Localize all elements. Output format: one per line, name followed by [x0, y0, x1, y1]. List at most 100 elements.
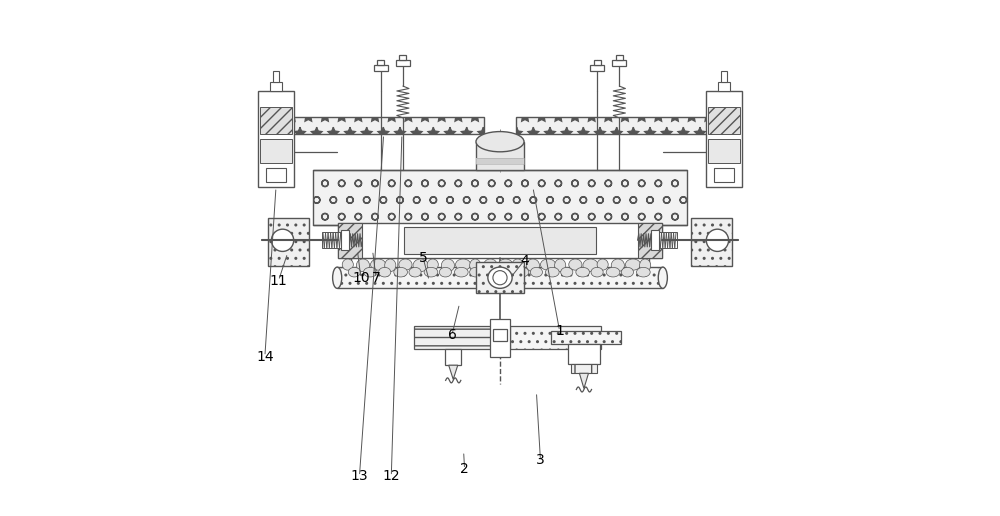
Circle shape [271, 229, 294, 251]
Ellipse shape [611, 259, 624, 271]
Bar [708, 107, 740, 134]
Bar [396, 60, 410, 66]
Ellipse shape [413, 259, 428, 271]
Bar [706, 91, 742, 187]
Bar [341, 230, 349, 250]
Ellipse shape [399, 259, 412, 270]
Ellipse shape [363, 267, 377, 277]
Bar [714, 168, 734, 182]
Bar [260, 107, 292, 134]
Bar [718, 82, 730, 91]
Bar [721, 71, 727, 82]
Bar [337, 267, 663, 288]
Circle shape [706, 229, 729, 251]
Bar [374, 66, 388, 71]
Bar [266, 168, 286, 182]
Bar [590, 66, 604, 71]
Bar [338, 222, 362, 258]
Ellipse shape [583, 259, 598, 271]
Text: 14: 14 [256, 350, 274, 364]
Bar [445, 349, 461, 365]
Ellipse shape [658, 267, 667, 288]
Polygon shape [449, 365, 458, 379]
Bar [490, 319, 510, 357]
Ellipse shape [498, 259, 513, 271]
Bar [270, 82, 282, 91]
Ellipse shape [637, 267, 650, 277]
Ellipse shape [526, 259, 539, 271]
Text: 12: 12 [382, 470, 400, 483]
Ellipse shape [555, 259, 566, 271]
Text: 1: 1 [555, 325, 564, 338]
Ellipse shape [591, 267, 603, 277]
Text: 5: 5 [419, 251, 428, 265]
Bar [691, 218, 732, 266]
Ellipse shape [470, 267, 482, 277]
Ellipse shape [546, 267, 559, 277]
Ellipse shape [454, 267, 468, 277]
Bar [399, 55, 406, 60]
Ellipse shape [485, 267, 498, 277]
Ellipse shape [512, 259, 523, 270]
Ellipse shape [530, 267, 542, 277]
Text: 4: 4 [520, 253, 529, 267]
Ellipse shape [348, 267, 360, 277]
Ellipse shape [515, 267, 529, 277]
Bar [313, 169, 687, 225]
Text: 2: 2 [460, 462, 469, 476]
Bar [258, 91, 294, 187]
Ellipse shape [597, 259, 608, 270]
Bar [260, 139, 292, 163]
Bar [708, 139, 740, 163]
Bar [612, 60, 626, 66]
Text: 7: 7 [372, 271, 380, 285]
Bar [476, 158, 524, 165]
Ellipse shape [333, 267, 342, 288]
Ellipse shape [621, 267, 633, 277]
Ellipse shape [441, 259, 454, 271]
Ellipse shape [427, 259, 438, 270]
Bar [651, 230, 659, 250]
Bar [638, 222, 662, 258]
Ellipse shape [342, 259, 353, 270]
Ellipse shape [540, 259, 556, 270]
Ellipse shape [625, 259, 641, 270]
Bar [571, 364, 597, 373]
Text: 11: 11 [270, 274, 287, 288]
Text: 3: 3 [536, 453, 545, 467]
Bar [616, 55, 623, 60]
Ellipse shape [606, 267, 620, 277]
Ellipse shape [456, 259, 471, 270]
Circle shape [493, 271, 507, 285]
Ellipse shape [569, 259, 582, 270]
Bar [476, 142, 524, 169]
Ellipse shape [576, 267, 590, 277]
Bar [377, 60, 384, 66]
Ellipse shape [371, 259, 386, 270]
Ellipse shape [385, 259, 396, 271]
Bar [404, 227, 596, 254]
Ellipse shape [484, 259, 497, 270]
Bar [292, 118, 484, 134]
Ellipse shape [640, 259, 651, 271]
Ellipse shape [561, 267, 573, 277]
Ellipse shape [439, 267, 451, 277]
Bar [551, 331, 621, 344]
Ellipse shape [500, 267, 512, 277]
Bar [476, 262, 524, 294]
Bar [493, 329, 507, 342]
Ellipse shape [356, 259, 370, 271]
Bar [268, 218, 309, 266]
Bar [338, 222, 662, 258]
Bar [273, 71, 279, 82]
Ellipse shape [379, 267, 391, 277]
Bar [594, 60, 601, 66]
Ellipse shape [424, 267, 438, 277]
Ellipse shape [476, 132, 524, 152]
Bar [322, 232, 344, 248]
Bar [476, 158, 524, 165]
Polygon shape [579, 373, 588, 389]
Text: 10: 10 [352, 271, 370, 285]
Bar [568, 344, 600, 364]
Bar [656, 232, 677, 248]
